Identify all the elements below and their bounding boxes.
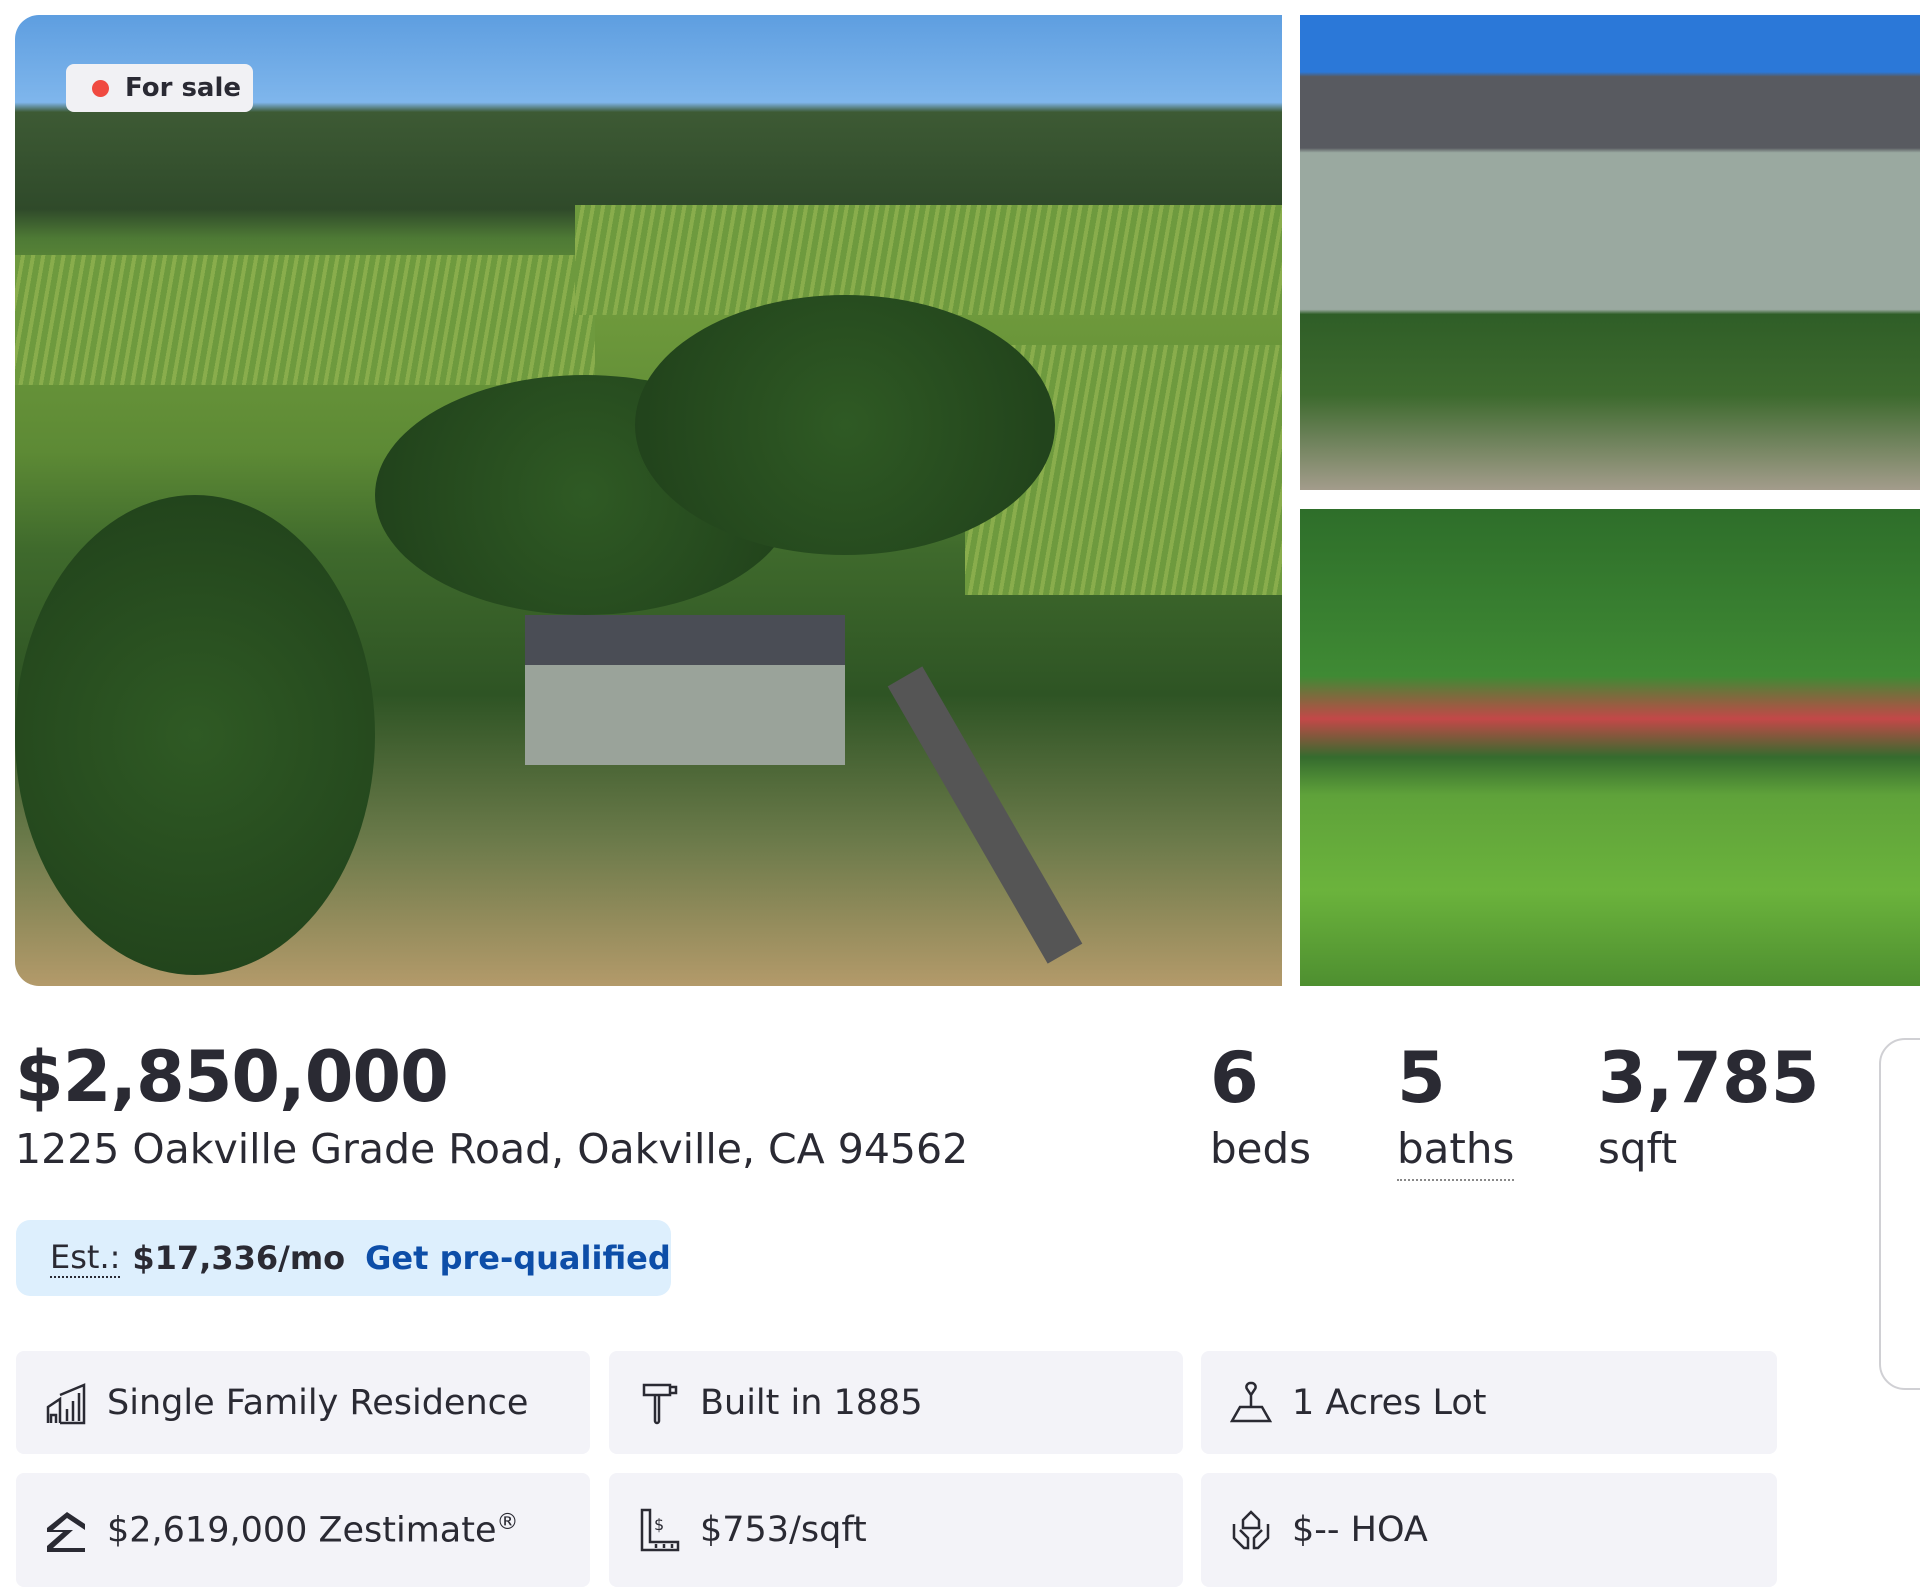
sqft-value: 3,785 <box>1598 1037 1820 1119</box>
beds-value: 6 <box>1210 1037 1259 1119</box>
fact-text: $-- HOA <box>1292 1510 1428 1550</box>
estimate-value: $17,336/mo <box>132 1239 346 1277</box>
status-label: For sale <box>125 73 242 103</box>
get-pre-qualified-link[interactable]: Get pre-qualified <box>365 1239 671 1277</box>
fact-lot-size: 1 Acres Lot <box>1201 1351 1777 1454</box>
zestimate-icon <box>47 1512 85 1552</box>
listing-price: $2,850,000 <box>15 1036 449 1118</box>
building-icon <box>46 1382 86 1424</box>
hoa-icon <box>1232 1510 1270 1550</box>
status-badge: For sale <box>66 64 253 112</box>
listing-address: 1225 Oakville Grade Road, Oakville, CA 9… <box>15 1125 969 1173</box>
fact-text: 1 Acres Lot <box>1292 1382 1487 1423</box>
trees <box>635 295 1055 555</box>
sqft-label: sqft <box>1598 1124 1678 1173</box>
road <box>887 666 1083 964</box>
payment-estimate: Est.: $17,336/mo Get pre-qualified <box>16 1220 671 1296</box>
price-per-sqft-icon: $ <box>640 1508 680 1552</box>
fact-year-built: Built in 1885 <box>609 1351 1183 1454</box>
contact-card <box>1879 1038 1920 1390</box>
vineyard <box>575 205 1282 315</box>
beds-label: beds <box>1210 1124 1312 1173</box>
estimate-label[interactable]: Est.: <box>50 1238 121 1278</box>
baths-value: 5 <box>1397 1037 1446 1119</box>
lot-icon <box>1230 1381 1272 1422</box>
fact-zestimate: $2,619,000 Zestimate® <box>16 1473 590 1587</box>
svg-text:$: $ <box>654 1515 664 1534</box>
beds-stat: 6 beds <box>1210 1036 1311 1173</box>
fact-home-type: Single Family Residence <box>16 1351 590 1454</box>
fact-text: $753/sqft <box>700 1510 867 1550</box>
baths-stat[interactable]: 5 baths <box>1397 1036 1515 1181</box>
fact-text: $2,619,000 Zestimate® <box>107 1509 519 1551</box>
hammer-icon <box>642 1383 678 1424</box>
fact-text: Single Family Residence <box>107 1382 529 1423</box>
fact-text: Built in 1885 <box>700 1382 923 1423</box>
baths-label[interactable]: baths <box>1397 1124 1515 1181</box>
photo-backyard[interactable] <box>1300 509 1920 986</box>
trees <box>15 495 375 975</box>
house <box>525 615 845 765</box>
status-dot-icon <box>92 79 109 97</box>
fact-hoa: $-- HOA <box>1201 1473 1777 1587</box>
photo-house-front[interactable] <box>1300 15 1920 490</box>
fact-price-per-sqft: $ $753/sqft <box>609 1473 1183 1587</box>
main-photo-aerial[interactable]: For sale <box>15 15 1282 986</box>
sqft-stat: 3,785 sqft <box>1598 1036 1819 1173</box>
vineyard <box>15 255 595 385</box>
